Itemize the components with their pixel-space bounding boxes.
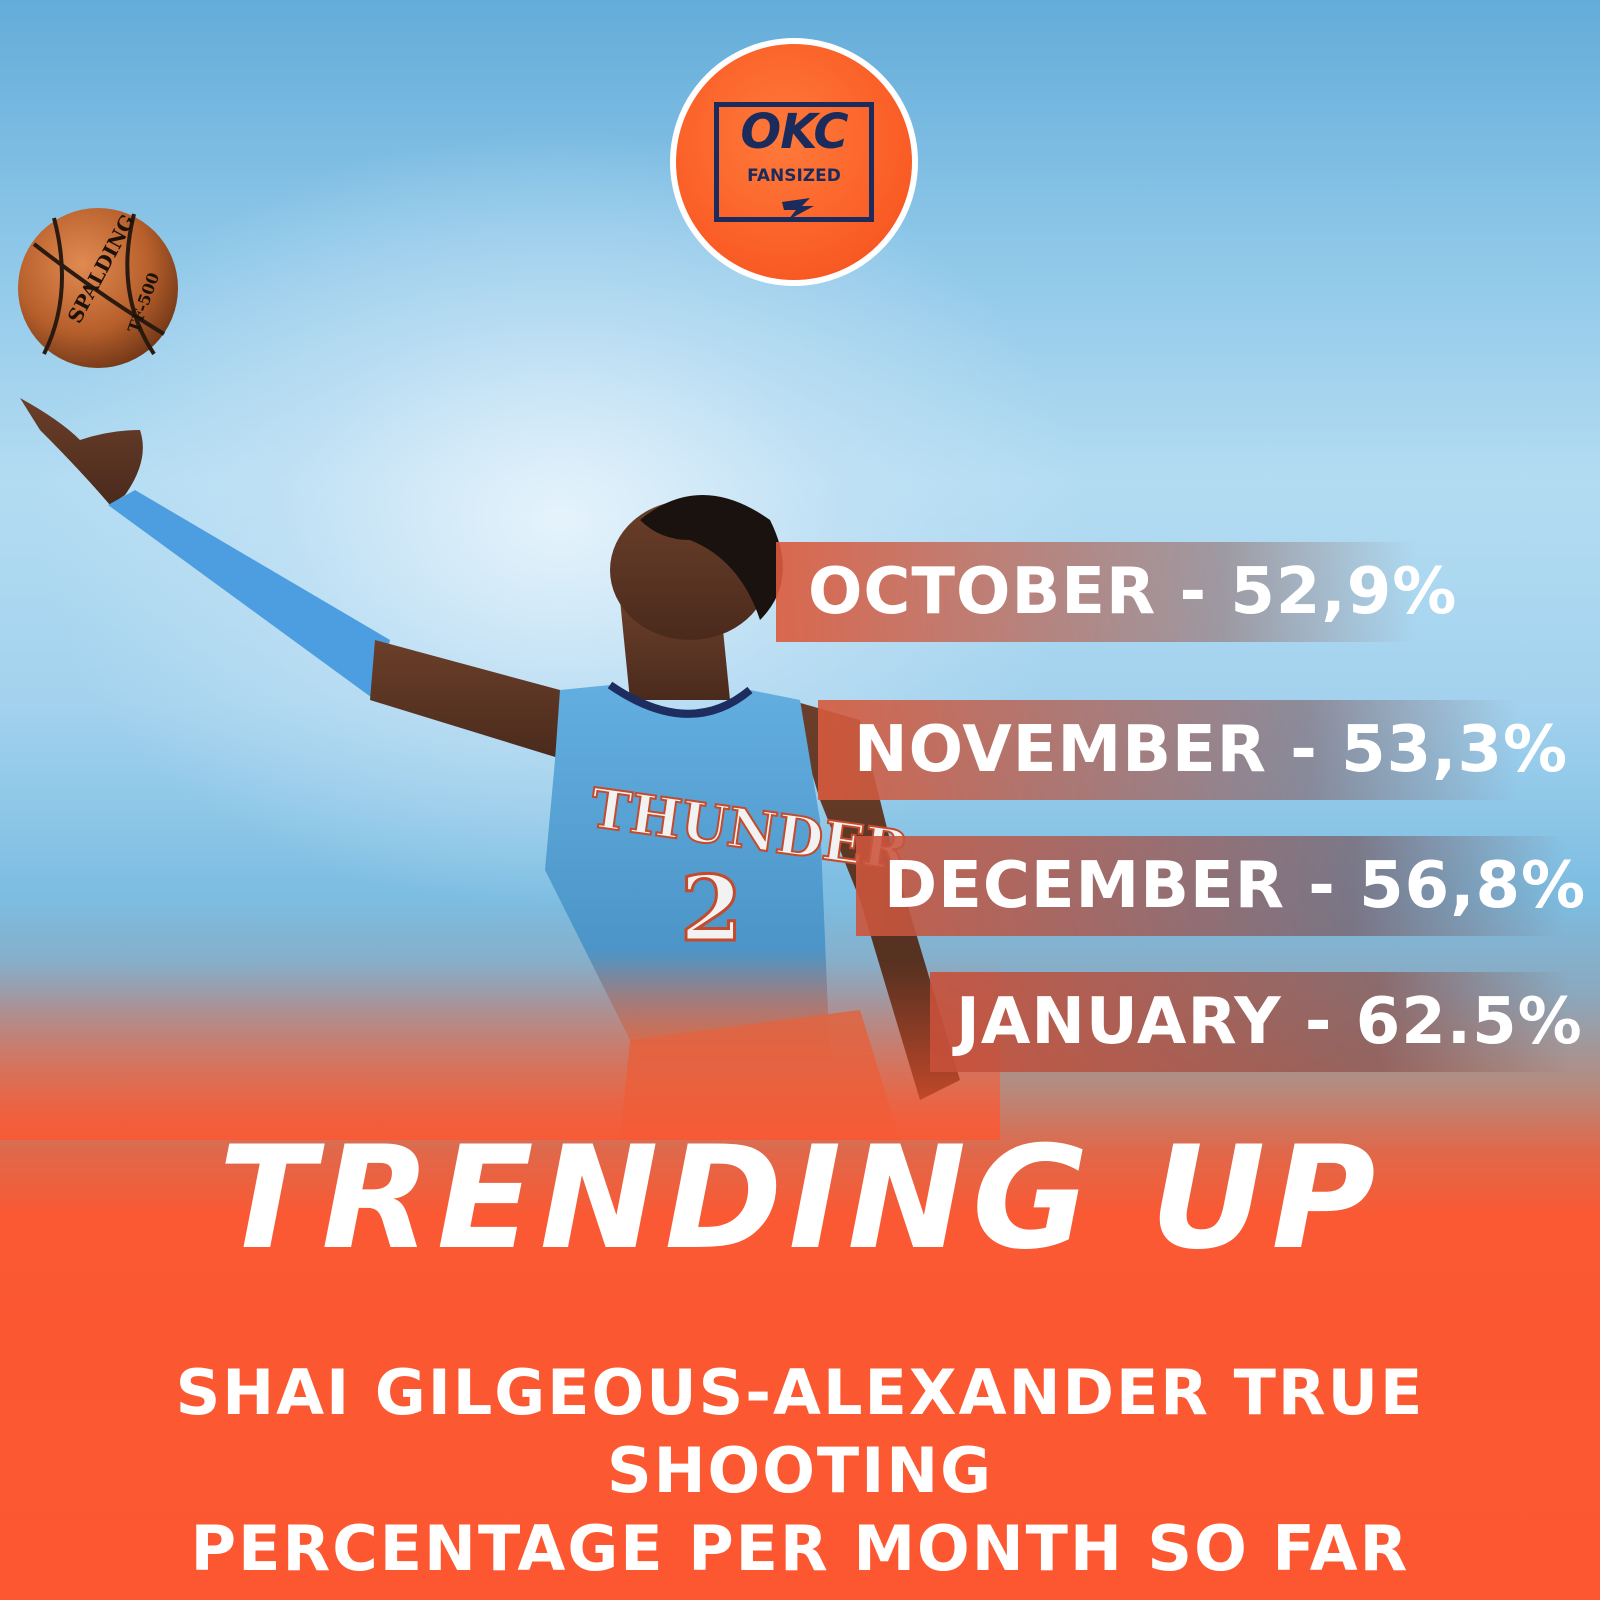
stat-label: OCTOBER - 52,9% <box>808 555 1458 629</box>
logo-okc-text: OKC <box>740 104 848 160</box>
headline: TRENDING UP <box>218 1116 1382 1281</box>
okc-fansized-logo: OKC FANSIZED <box>670 38 918 286</box>
stat-row-january: JANUARY - 62.5% <box>930 972 1582 1072</box>
basketball-image: SPALDING TF-500 <box>18 208 178 368</box>
stat-row-october: OCTOBER - 52,9% <box>776 542 1456 642</box>
jersey-number: 2 <box>680 856 743 962</box>
subtitle: SHAI GILGEOUS-ALEXANDER TRUE SHOOTING PE… <box>0 1354 1600 1588</box>
subtitle-line-1: SHAI GILGEOUS-ALEXANDER TRUE SHOOTING <box>175 1356 1425 1507</box>
stat-row-november: NOVEMBER - 53,3% <box>818 700 1567 800</box>
stat-label: NOVEMBER - 53,3% <box>854 713 1569 787</box>
logo-fansized-text: FANSIZED <box>747 166 841 186</box>
subtitle-line-2: PERCENTAGE PER MONTH SO FAR <box>190 1512 1410 1585</box>
stat-row-december: DECEMBER - 56,8% <box>856 836 1585 936</box>
stat-label: DECEMBER - 56,8% <box>884 849 1587 923</box>
thunder-bolt-icon <box>782 198 814 220</box>
logo-badge: OKC FANSIZED <box>676 44 912 280</box>
logo-frame <box>714 102 874 222</box>
stat-label: JANUARY - 62.5% <box>956 985 1583 1059</box>
